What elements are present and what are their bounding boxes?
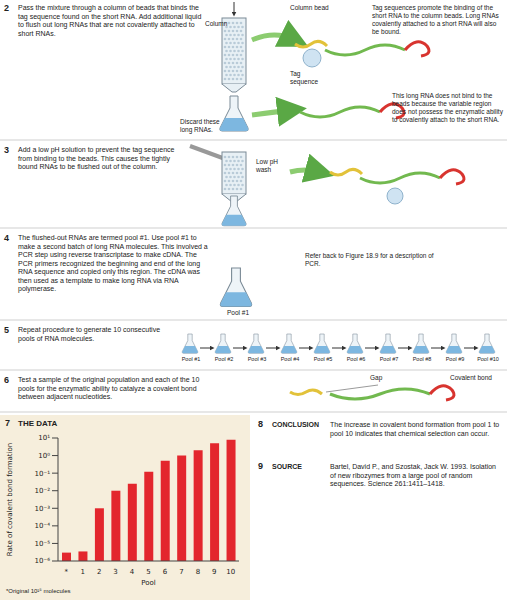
html-text:Discard these long RNAs.: Discard these long RNAs. xyxy=(180,118,220,133)
html-text:CONCLUSION: CONCLUSION xyxy=(272,421,320,428)
html-text:Pool #5: Pool #5 xyxy=(313,356,333,362)
html-text:Add a low pH solution to preve: Add a low pH solution to prevent the tag… xyxy=(18,146,175,171)
svg-text:6: 6 xyxy=(163,568,168,576)
svg-text:8: 8 xyxy=(196,568,200,576)
html-text:Pool #6: Pool #6 xyxy=(346,356,366,362)
html-text:Pool #7: Pool #7 xyxy=(379,356,399,362)
svg-text:10⁻⁵: 10⁻⁵ xyxy=(35,540,51,548)
html-text:Pass the mixture through a col: Pass the mixture through a column of bea… xyxy=(18,4,202,37)
svg-text:4: 4 xyxy=(130,568,135,576)
svg-text:*: * xyxy=(64,568,68,576)
html-text:9: 9 xyxy=(258,461,263,471)
html-text:Pool #3: Pool #3 xyxy=(247,356,267,362)
html-text:Pool #1: Pool #1 xyxy=(181,356,201,362)
html-text:Pool #8: Pool #8 xyxy=(412,356,432,362)
html-text:Bartel, David P., and Szostak,: Bartel, David P., and Szostak, Jack W. 1… xyxy=(330,463,496,488)
html-text:SOURCE: SOURCE xyxy=(272,463,302,470)
html-text:Pool #4: Pool #4 xyxy=(280,356,300,362)
html-text:Low pH wash: Low pH wash xyxy=(256,158,278,173)
html-text:7: 7 xyxy=(5,418,10,428)
html-text:Pool #1: Pool #1 xyxy=(227,309,249,316)
svg-text:3: 3 xyxy=(113,568,117,576)
svg-text:10: 10 xyxy=(226,568,235,576)
svg-text:10⁻²: 10⁻² xyxy=(35,487,51,495)
svg-text:10⁻⁴: 10⁻⁴ xyxy=(35,522,51,530)
html-text:Pool #9: Pool #9 xyxy=(445,356,465,362)
svg-text:10⁻³: 10⁻³ xyxy=(35,505,51,513)
html-text:8: 8 xyxy=(258,419,263,429)
svg-text:10⁻⁶: 10⁻⁶ xyxy=(35,557,51,565)
html-text:The increase in covalent bond: The increase in covalent bond formation … xyxy=(330,421,500,437)
html-text:2: 2 xyxy=(4,3,9,13)
html-text:THE DATA: THE DATA xyxy=(18,419,58,428)
html-text:Repeat procedure to generate 1: Repeat procedure to generate 10 consecut… xyxy=(18,326,160,342)
svg-text:10¹: 10¹ xyxy=(38,434,50,442)
svg-text:2: 2 xyxy=(97,568,101,576)
html-text:Tag sequences promote the bind: Tag sequences promote the binding of the… xyxy=(372,4,499,35)
svg-text:7: 7 xyxy=(179,568,183,576)
html-text:Column bead: Column bead xyxy=(290,4,329,11)
html-text:Gap: Gap xyxy=(370,374,383,381)
html-text:*Original 10¹⁵ molecules: *Original 10¹⁵ molecules xyxy=(6,588,71,594)
html-text:Refer back to Figure 18.9 for: Refer back to Figure 18.9 for a descript… xyxy=(305,252,434,267)
html-text:This long RNA does not bind to: This long RNA does not bind to the beads… xyxy=(392,92,503,123)
svg-text:10⁻¹: 10⁻¹ xyxy=(35,470,51,478)
svg-text:9: 9 xyxy=(212,568,216,576)
html-text:Pool #2: Pool #2 xyxy=(214,356,234,362)
html-text:Test a sample of the original: Test a sample of the original population… xyxy=(18,376,200,401)
svg-text:10⁰: 10⁰ xyxy=(38,452,50,460)
html-text:4: 4 xyxy=(4,233,9,243)
html-text:3: 3 xyxy=(4,145,9,155)
svg-text:Pool: Pool xyxy=(141,579,156,587)
html-text:Column: Column xyxy=(205,20,228,27)
svg-text:5: 5 xyxy=(146,568,150,576)
svg-text:1: 1 xyxy=(80,568,84,576)
html-text:The flushed-out RNAs are terme: The flushed-out RNAs are termed pool #1.… xyxy=(18,234,208,293)
html-text:6: 6 xyxy=(4,375,9,385)
html-text:5: 5 xyxy=(4,325,9,335)
svg-text:Rate of covalent bond formatio: Rate of covalent bond formation xyxy=(8,443,14,556)
html-text:Covalent bond: Covalent bond xyxy=(450,374,492,381)
html-text:Pool #10: Pool #10 xyxy=(477,356,499,362)
html-text:Tag sequence: Tag sequence xyxy=(290,70,319,85)
